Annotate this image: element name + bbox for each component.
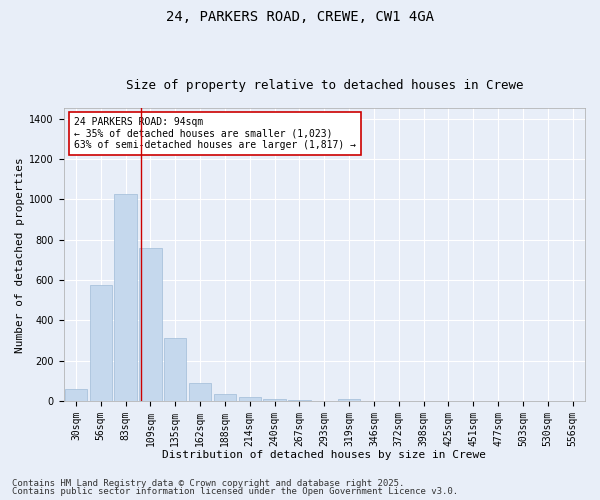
Bar [115,194,137,401]
Bar [338,399,360,401]
Text: Contains public sector information licensed under the Open Government Licence v3: Contains public sector information licen… [12,487,458,496]
Bar [214,394,236,401]
Bar [263,399,286,401]
Y-axis label: Number of detached properties: Number of detached properties [15,157,25,352]
Text: Contains HM Land Registry data © Crown copyright and database right 2025.: Contains HM Land Registry data © Crown c… [12,478,404,488]
Bar [65,389,87,401]
Text: 24 PARKERS ROAD: 94sqm
← 35% of detached houses are smaller (1,023)
63% of semi-: 24 PARKERS ROAD: 94sqm ← 35% of detached… [74,117,356,150]
Bar [89,285,112,401]
Bar [288,400,311,401]
X-axis label: Distribution of detached houses by size in Crewe: Distribution of detached houses by size … [162,450,486,460]
Bar [139,248,161,401]
Text: 24, PARKERS ROAD, CREWE, CW1 4GA: 24, PARKERS ROAD, CREWE, CW1 4GA [166,10,434,24]
Bar [189,382,211,401]
Bar [164,338,187,401]
Title: Size of property relative to detached houses in Crewe: Size of property relative to detached ho… [125,79,523,92]
Bar [239,397,261,401]
